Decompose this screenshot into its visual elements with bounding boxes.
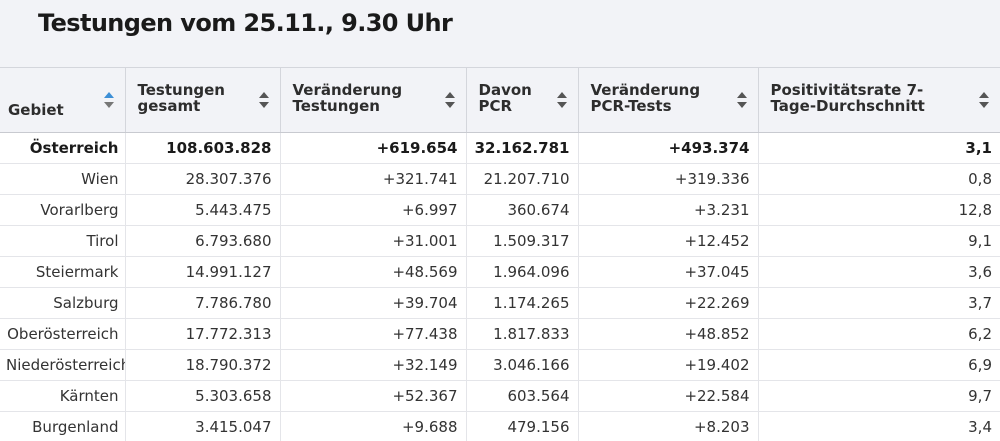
table-cell-veraenderung: +77.438 xyxy=(279,318,466,350)
testing-table: Gebiet Testungen gesamt Veränderung Test… xyxy=(0,67,1000,441)
header-row: Gebiet Testungen gesamt Veränderung Test… xyxy=(0,67,1000,133)
table-cell-veraenderung-pcr: +37.045 xyxy=(577,256,758,288)
column-header-label: Veränderung PCR-Tests xyxy=(590,81,701,115)
column-header-veraenderung-pcr[interactable]: Veränderung PCR-Tests xyxy=(577,67,758,133)
column-header-gebiet[interactable]: Gebiet xyxy=(0,67,125,133)
table-row: Oberösterreich 17.772.313 +77.438 1.817.833… xyxy=(0,318,1000,350)
table-body: Österreich 108.603.828 +619.654 32.162.781 +… xyxy=(0,132,1000,441)
table-header: Gebiet Testungen gesamt Veränderung Test… xyxy=(0,67,1000,133)
table-cell-gebiet: Kärnten xyxy=(0,380,125,412)
column-header-testungen[interactable]: Testungen gesamt xyxy=(124,67,280,133)
table-row: Österreich 108.603.828 +619.654 32.162.781 +… xyxy=(0,132,1000,164)
table-cell-pcr: 21.207.710 xyxy=(465,163,578,195)
table-cell-positivitaet: 6,9 xyxy=(757,349,1000,381)
table-cell-testungen: 3.415.047 xyxy=(124,411,280,441)
table-cell-veraenderung: +39.704 xyxy=(279,287,466,319)
table-cell-positivitaet: 9,7 xyxy=(757,380,1000,412)
table-row: Vorarlberg 5.443.475 +6.997 360.674 +3.231 12… xyxy=(0,194,1000,226)
table-cell-veraenderung-pcr: +493.374 xyxy=(577,132,758,164)
table-cell-gebiet: Wien xyxy=(0,163,125,195)
table-cell-testungen: 18.790.372 xyxy=(124,349,280,381)
table-cell-veraenderung-pcr: +12.452 xyxy=(577,225,758,257)
table-cell-gebiet: Salzburg xyxy=(0,287,125,319)
sort-arrows-icon[interactable] xyxy=(444,91,456,109)
table-cell-pcr: 603.564 xyxy=(465,380,578,412)
table-cell-positivitaet: 12,8 xyxy=(757,194,1000,226)
table-cell-gebiet: Österreich xyxy=(0,132,125,164)
table-cell-veraenderung: +321.741 xyxy=(279,163,466,195)
table-row: Salzburg 7.786.780 +39.704 1.174.265 +22.269… xyxy=(0,287,1000,319)
sort-arrows-icon[interactable] xyxy=(556,91,568,109)
table-cell-testungen: 5.303.658 xyxy=(124,380,280,412)
table-cell-positivitaet: 6,2 xyxy=(757,318,1000,350)
table-cell-testungen: 108.603.828 xyxy=(124,132,280,164)
table-cell-gebiet: Niederösterreich xyxy=(0,349,125,381)
table-cell-veraenderung-pcr: +319.336 xyxy=(577,163,758,195)
table-cell-veraenderung-pcr: +22.269 xyxy=(577,287,758,319)
table-cell-gebiet: Tirol xyxy=(0,225,125,257)
table-cell-pcr: 1.964.096 xyxy=(465,256,578,288)
table-cell-veraenderung: +619.654 xyxy=(279,132,466,164)
data-table-container: Gebiet Testungen gesamt Veränderung Test… xyxy=(0,67,1000,441)
table-cell-pcr: 3.046.166 xyxy=(465,349,578,381)
table-cell-veraenderung: +48.569 xyxy=(279,256,466,288)
sort-arrows-icon[interactable] xyxy=(736,91,748,109)
table-cell-veraenderung-pcr: +22.584 xyxy=(577,380,758,412)
sort-arrows-icon[interactable] xyxy=(258,91,270,109)
table-row: Wien 28.307.376 +321.741 21.207.710 +319.336… xyxy=(0,163,1000,195)
table-cell-veraenderung: +9.688 xyxy=(279,411,466,441)
table-cell-gebiet: Oberösterreich xyxy=(0,318,125,350)
table-cell-pcr: 32.162.781 xyxy=(465,132,578,164)
table-cell-testungen: 17.772.313 xyxy=(124,318,280,350)
table-cell-veraenderung: +32.149 xyxy=(279,349,466,381)
column-header-label: Gebiet xyxy=(8,101,64,119)
table-cell-testungen: 6.793.680 xyxy=(124,225,280,257)
page-title: Testungen vom 25.11., 9.30 Uhr xyxy=(38,9,453,37)
table-cell-veraenderung-pcr: +3.231 xyxy=(577,194,758,226)
table-cell-gebiet: Burgenland xyxy=(0,411,125,441)
table-cell-pcr: 1.509.317 xyxy=(465,225,578,257)
table-cell-veraenderung: +31.001 xyxy=(279,225,466,257)
table-cell-positivitaet: 3,4 xyxy=(757,411,1000,441)
table-cell-gebiet: Vorarlberg xyxy=(0,194,125,226)
table-row: Steiermark 14.991.127 +48.569 1.964.096 +37.… xyxy=(0,256,1000,288)
column-header-veraenderung[interactable]: Veränderung Testungen xyxy=(279,67,466,133)
table-cell-positivitaet: 9,1 xyxy=(757,225,1000,257)
table-row: Niederösterreich 18.790.372 +32.149 3.046.1… xyxy=(0,349,1000,381)
table-cell-positivitaet: 3,1 xyxy=(757,132,1000,164)
table-cell-pcr: 479.156 xyxy=(465,411,578,441)
table-row: Burgenland 3.415.047 +9.688 479.156 +8.203 3,… xyxy=(0,411,1000,441)
table-cell-pcr: 360.674 xyxy=(465,194,578,226)
table-cell-positivitaet: 0,8 xyxy=(757,163,1000,195)
sort-arrows-icon[interactable] xyxy=(978,91,990,109)
table-cell-veraenderung-pcr: +19.402 xyxy=(577,349,758,381)
title-bar: Testungen vom 25.11., 9.30 Uhr xyxy=(0,0,1000,67)
sort-arrows-icon[interactable] xyxy=(103,91,115,109)
table-cell-testungen: 14.991.127 xyxy=(124,256,280,288)
table-cell-veraenderung-pcr: +48.852 xyxy=(577,318,758,350)
table-cell-positivitaet: 3,6 xyxy=(757,256,1000,288)
column-header-label: Testungen gesamt xyxy=(137,81,225,115)
table-cell-positivitaet: 3,7 xyxy=(757,287,1000,319)
table-cell-pcr: 1.174.265 xyxy=(465,287,578,319)
table-cell-testungen: 28.307.376 xyxy=(124,163,280,195)
column-header-positivitaet[interactable]: Positivitätsrate 7-Tage-Durchschnitt xyxy=(757,67,1000,133)
table-cell-pcr: 1.817.833 xyxy=(465,318,578,350)
table-cell-gebiet: Steiermark xyxy=(0,256,125,288)
column-header-label: Veränderung Testungen xyxy=(292,81,403,115)
column-header-label: Positivitätsrate 7-Tage-Durchschnitt xyxy=(770,81,925,115)
column-header-label: Davon PCR xyxy=(478,81,532,115)
table-row: Kärnten 5.303.658 +52.367 603.564 +22.584 9,7 xyxy=(0,380,1000,412)
table-row: Tirol 6.793.680 +31.001 1.509.317 +12.452 9,1 xyxy=(0,225,1000,257)
table-cell-veraenderung: +52.367 xyxy=(279,380,466,412)
table-cell-testungen: 7.786.780 xyxy=(124,287,280,319)
table-cell-veraenderung: +6.997 xyxy=(279,194,466,226)
table-cell-testungen: 5.443.475 xyxy=(124,194,280,226)
table-cell-veraenderung-pcr: +8.203 xyxy=(577,411,758,441)
column-header-pcr[interactable]: Davon PCR xyxy=(465,67,578,133)
